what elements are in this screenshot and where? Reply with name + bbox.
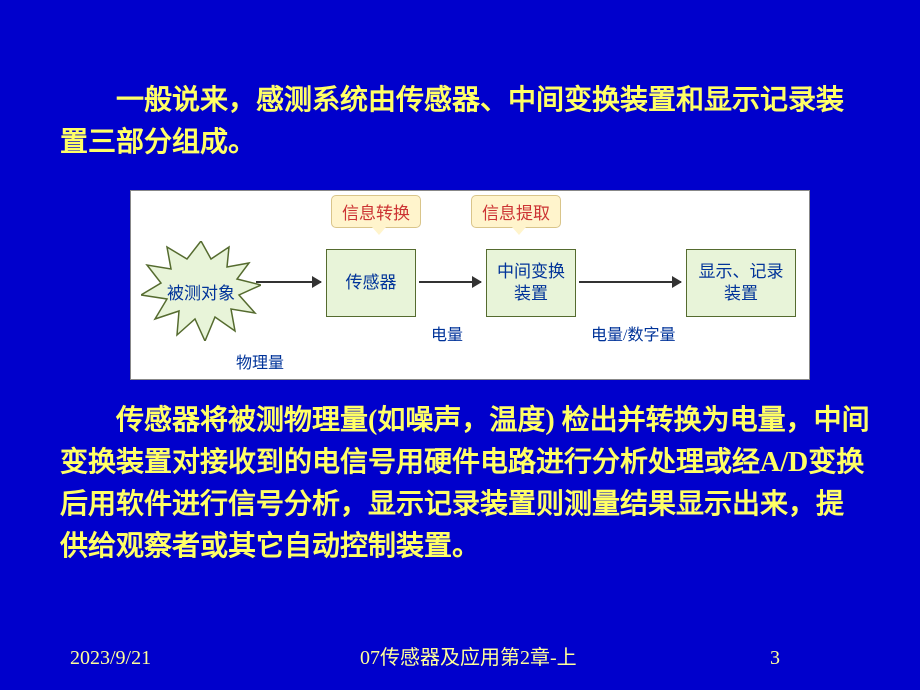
node-disp-label1: 显示、记录 xyxy=(699,261,784,283)
arrow-mid-to-display xyxy=(579,281,681,283)
node-mid-label1: 中间变换 xyxy=(497,261,565,283)
source-starburst: 被测对象 xyxy=(141,241,261,341)
node-mid-label2: 装置 xyxy=(514,283,548,305)
node-sensor-label: 传感器 xyxy=(346,272,397,294)
node-display: 显示、记录 装置 xyxy=(686,249,796,317)
footer-page-number: 3 xyxy=(770,647,780,670)
body-paragraph: 传感器将被测物理量(如噪声，温度) 检出并转换为电量，中间变换装置对接收到的电信… xyxy=(60,400,870,568)
source-label: 被测对象 xyxy=(141,241,261,341)
callout-info-extract: 信息提取 xyxy=(471,195,561,228)
footer-date: 2023/9/21 xyxy=(70,647,151,670)
callout-info-convert: 信息转换 xyxy=(331,195,421,228)
node-sensor: 传感器 xyxy=(326,249,416,317)
edge-label-digital: 电量/数字量 xyxy=(591,321,675,345)
node-mid: 中间变换 装置 xyxy=(486,249,576,317)
footer-title: 07传感器及应用第2章-上 xyxy=(360,641,577,670)
flow-diagram: 信息转换 信息提取 被测对象 传感器 中间变换 装置 显示、记录 装置 物理量 … xyxy=(130,190,810,380)
arrow-source-to-sensor xyxy=(256,281,321,283)
edge-label-physical: 物理量 xyxy=(236,349,284,373)
node-disp-label2: 装置 xyxy=(724,283,758,305)
edge-label-electric: 电量 xyxy=(431,321,463,345)
arrow-sensor-to-mid xyxy=(419,281,481,283)
intro-paragraph: 一般说来，感测系统由传感器、中间变换装置和显示记录装置三部分组成。 xyxy=(60,80,860,164)
